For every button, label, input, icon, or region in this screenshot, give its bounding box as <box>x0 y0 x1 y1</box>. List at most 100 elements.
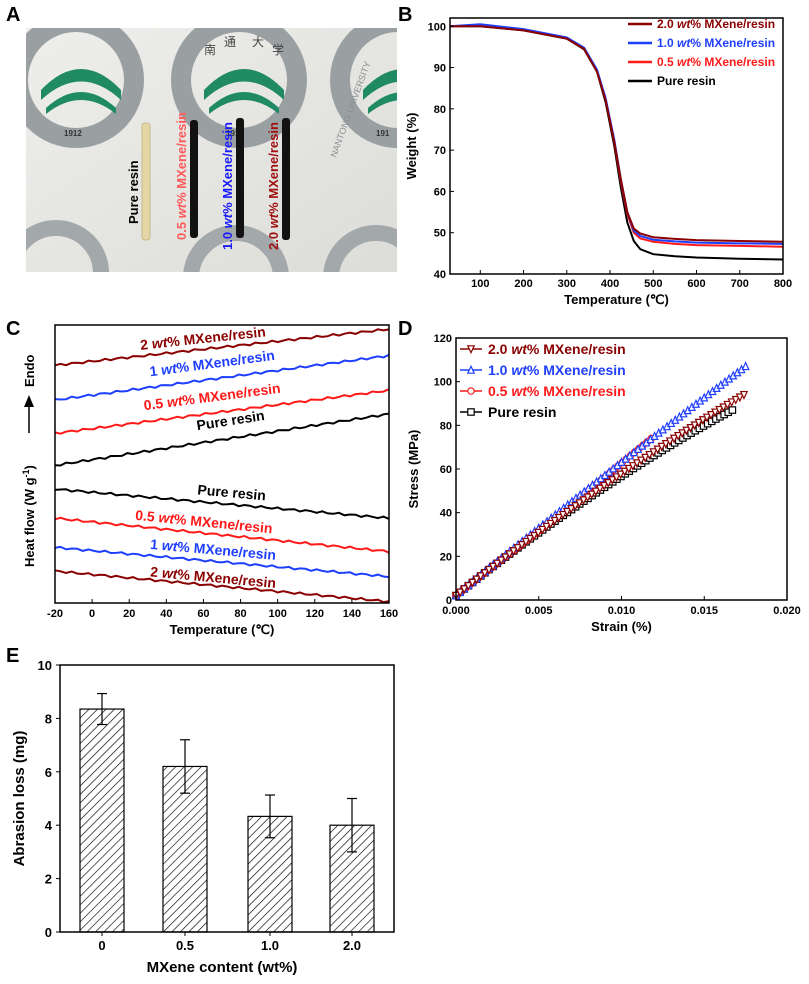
b-y-tick-label-2: 60 <box>434 186 446 198</box>
d-point-0-3 <box>464 582 473 591</box>
d-point-0-69 <box>735 393 744 403</box>
d-point-0-24 <box>550 516 559 526</box>
d-point-0-27 <box>562 507 572 517</box>
d-legend-label-0-suffix: % MXene/resin <box>527 341 626 357</box>
d-point-0-9 <box>488 562 498 572</box>
c-series-line-5 <box>54 516 390 554</box>
d-legend-marker-1 <box>466 364 476 374</box>
chart-d-stress-strain: 0.000 0.005 0.010 0.015 0.020 0 20 40 60 80 100 120… <box>406 333 801 634</box>
b-legend-label-2: 0.5 wt% MXene/resin <box>657 55 775 69</box>
b-legend-label-1: 1.0 wt% MXene/resin <box>657 36 775 50</box>
e-x-tick-label-2: 1.0 <box>261 938 279 953</box>
d-point-0-52 <box>665 437 675 447</box>
d-point-0-43 <box>628 462 638 472</box>
d-point-0-62 <box>706 411 716 420</box>
d-y-tick-label-5: 100 <box>434 377 452 389</box>
c-series-line-6 <box>54 545 390 579</box>
b-y-tick-label-4: 80 <box>434 104 446 116</box>
d-legend-label-1-suffix: % MXene/resin <box>527 362 626 378</box>
b-legend-label-1-wt: wt <box>677 36 691 50</box>
d-point-0-7 <box>480 569 489 579</box>
d-point-0-63 <box>711 408 720 418</box>
c-x-tick-label-1: 0 <box>89 608 95 620</box>
b-x-axis-title: Temperature (℃) <box>564 292 669 307</box>
c-endo-arrow-head <box>24 395 34 407</box>
d-legend-label-2: 0.5 wt% MXene/resin <box>488 383 626 399</box>
e-x-axis-title: MXene content (wt%) <box>147 959 298 976</box>
d-point-0-36 <box>599 481 609 491</box>
c-x-tick-label-9: 160 <box>380 608 398 620</box>
d-legend-label-2-wt: wt <box>511 383 528 399</box>
d-y-tick-label-6: 120 <box>434 333 452 345</box>
b-x-tick-label-7: 800 <box>774 278 792 290</box>
d-y-tick-label-0: 0 <box>446 595 452 607</box>
b-x-tick-label-6: 700 <box>731 278 749 290</box>
d-point-0-10 <box>492 559 502 569</box>
d-point-0-4 <box>468 578 477 588</box>
d-point-0-15 <box>513 544 522 554</box>
d-y-tick-label-4: 80 <box>440 420 452 432</box>
c-curve-label-5-prefix: 0.5 <box>135 507 160 525</box>
d-point-0-48 <box>649 448 658 458</box>
c-series-line-7 <box>54 569 390 604</box>
c-x-axis-title: Temperature (℃) <box>170 622 275 637</box>
c-plot-frame <box>54 324 390 604</box>
d-legend-marker-3 <box>467 408 475 416</box>
c-x-tick-label-4: 60 <box>197 608 209 620</box>
d-x-tick-label-0: 0.000 <box>442 605 470 617</box>
d-x-tick-label-1: 0.005 <box>525 605 553 617</box>
c-x-tick-label-7: 120 <box>306 608 324 620</box>
d-point-0-61 <box>702 413 712 423</box>
b-y-tick-label-5: 90 <box>434 63 446 75</box>
d-legend-label-2-suffix: % MXene/resin <box>527 383 626 399</box>
e-x-tick-label-3: 2.0 <box>343 938 361 953</box>
d-point-0-68 <box>731 395 740 405</box>
c-x-tick-label-2: 20 <box>123 608 135 620</box>
b-legend-label-1-suffix: % MXene/resin <box>690 36 775 50</box>
d-legend-label-0-wt: wt <box>511 341 528 357</box>
d-y-axis-title: Stress (MPa) <box>406 430 421 509</box>
e-y-axis-title: Abrasion loss (mg) <box>11 731 28 867</box>
b-legend-label-0-prefix: 2.0 <box>657 17 677 31</box>
d-legend-label-3: Pure resin <box>488 404 556 420</box>
d-point-0-40 <box>616 470 625 480</box>
d-legend-label-0-prefix: 2.0 <box>488 341 511 357</box>
d-point-0-8 <box>484 565 494 575</box>
d-x-axis-title: Strain (%) <box>591 619 652 634</box>
d-point-0-13 <box>505 550 514 560</box>
d-series-3 <box>452 406 737 600</box>
d-legend-label-1-wt: wt <box>511 362 528 378</box>
b-y-tick-label-0: 40 <box>434 269 446 281</box>
panel-label-a: A <box>6 4 21 26</box>
e-x-tick-label-1: 0.5 <box>176 938 194 953</box>
b-x-tick-label-3: 400 <box>601 278 619 290</box>
c-curve-label-0: 2 wt% MXene/resin <box>139 323 266 352</box>
sample-photo: 1912 1912 南 通 大 学 191 NANTONG UNIVERSITY <box>26 28 397 272</box>
c-y-axis-title-close: ) <box>22 465 37 469</box>
logo-bottom-right <box>323 225 397 272</box>
d-point-0-64 <box>715 405 724 415</box>
logo-year-center: 1912 <box>226 129 244 138</box>
d-point-0-22 <box>542 522 551 532</box>
d-point-0-66 <box>723 400 732 410</box>
logo-left: 1912 <box>26 28 144 148</box>
b-x-tick-label-4: 500 <box>644 278 662 290</box>
d-point-0-6 <box>476 572 485 582</box>
logo-year: 1912 <box>64 129 82 138</box>
c-endo-label: Endo <box>22 354 37 387</box>
b-y-axis-title: Weight (%) <box>404 113 419 180</box>
d-point-0-35 <box>595 484 605 494</box>
d-legend-marker-2 <box>467 387 475 395</box>
c-curve-label-0-suffix: % MXene/resin <box>166 323 266 350</box>
sample-bar-pure <box>141 122 151 241</box>
panel-label-b: B <box>398 4 413 26</box>
d-point-0-55 <box>678 429 687 439</box>
d-point-0-37 <box>604 479 613 488</box>
c-series-line-1 <box>54 353 390 401</box>
e-bar-1 <box>162 765 208 933</box>
e-plot-frame <box>59 664 395 933</box>
d-point-0-41 <box>620 467 629 477</box>
d-point-0-23 <box>546 519 555 529</box>
logo-char-4: 学 <box>272 42 284 57</box>
